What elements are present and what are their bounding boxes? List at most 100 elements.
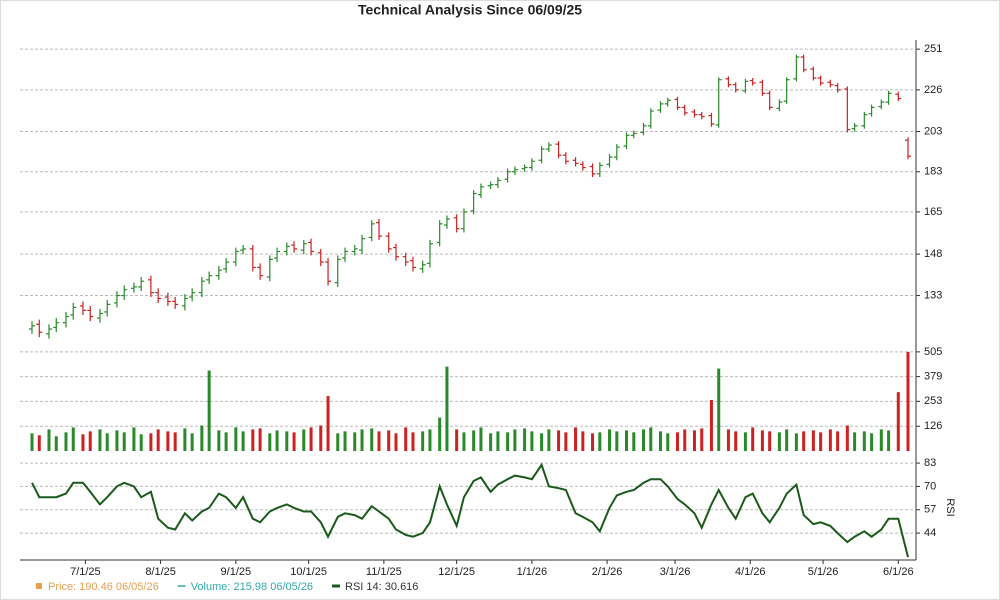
volume-bar [479, 427, 483, 451]
volume-bar [785, 429, 789, 451]
x-tick-label: 1/1/26 [517, 566, 548, 578]
y-tick-label: 183 [924, 166, 942, 178]
volume-bar [455, 429, 459, 451]
volume-bar [836, 431, 840, 451]
volume-bar [258, 428, 262, 451]
volume-bar [853, 432, 857, 451]
volume-bar [489, 433, 493, 451]
rsi-line [31, 462, 909, 558]
volume-bar [105, 433, 109, 451]
y-tick-label: 57 [924, 504, 936, 516]
volume-bar [336, 433, 340, 451]
x-tick-label: 2/1/26 [592, 566, 623, 578]
legend-swatch [36, 583, 42, 589]
volume-bar [598, 432, 602, 451]
y-tick-label: 70 [924, 480, 936, 492]
volume-bar [207, 370, 211, 451]
volume-bar [241, 431, 245, 451]
volume-bar [709, 399, 713, 451]
y-tick-label: 505 [924, 346, 942, 358]
volume-bar [523, 428, 527, 451]
x-tick-label: 11/1/25 [366, 566, 402, 578]
volume-bar [632, 432, 636, 451]
x-tick-label: 6/1/26 [883, 566, 914, 578]
volume-bar [190, 433, 194, 451]
volume-bar [122, 432, 126, 451]
volume-bar [734, 431, 738, 451]
volume-bar [649, 427, 653, 451]
volume-bar [421, 431, 425, 451]
y-axis-label: RSI [944, 498, 956, 516]
volume-bar [173, 432, 177, 451]
volume-bar [343, 431, 347, 451]
volume-bar [845, 425, 849, 451]
volume-bar [200, 425, 204, 451]
volume-bar [438, 417, 442, 451]
y-tick-label: 379 [924, 371, 942, 383]
volume-bar [81, 434, 85, 451]
volume-bar [642, 429, 646, 451]
volume-bar [268, 433, 272, 451]
volume-bar [292, 432, 296, 451]
volume-bar [879, 429, 883, 451]
y-tick-label: 133 [924, 289, 942, 301]
volume-bar [862, 431, 866, 451]
volume-bar [326, 396, 330, 451]
volume-bar [234, 427, 238, 451]
volume-bar [906, 351, 910, 451]
volume-bar [658, 431, 662, 451]
x-tick-label: 4/1/26 [735, 566, 766, 578]
y-tick-label: 44 [924, 527, 936, 539]
volume-bar [828, 429, 832, 451]
volume-bar [183, 428, 187, 451]
volume-bar [462, 432, 466, 451]
volume-bar [802, 431, 806, 451]
chart-title: Technical Analysis Since 06/09/25 [358, 2, 582, 18]
volume-bar [870, 433, 874, 451]
volume-bar [768, 431, 772, 451]
y-tick-label: 251 [924, 43, 942, 55]
volume-bar [530, 431, 534, 451]
x-tick-label: 12/1/25 [438, 566, 475, 578]
volume-bar [411, 432, 415, 451]
volume-bar [547, 429, 551, 451]
volume-bar [760, 430, 764, 451]
volume-bar [751, 427, 755, 451]
volume-bar [394, 433, 398, 451]
volume-bar [591, 433, 595, 451]
volume-bar [777, 432, 781, 451]
volume-bar [700, 428, 704, 451]
volume-bar [132, 427, 136, 451]
volume-bar [156, 429, 160, 451]
x-tick-label: 10/1/25 [290, 566, 327, 578]
y-tick-label: 83 [924, 457, 936, 469]
volume-bar [506, 432, 510, 451]
volume-bar [166, 431, 170, 451]
volume-bar [71, 427, 75, 451]
volume-bar [275, 430, 279, 451]
volume-bar [37, 435, 41, 451]
volume-bar [139, 434, 143, 451]
volume-bar [472, 430, 476, 451]
volume-bar [319, 425, 323, 451]
y-tick-label: 226 [924, 84, 942, 96]
volume-bar [608, 429, 612, 451]
volume-bar [115, 430, 119, 451]
x-tick-label: 3/1/26 [660, 566, 691, 578]
volume-bar [353, 432, 357, 451]
volume-bar [217, 430, 221, 451]
volume-bar [149, 433, 153, 451]
x-tick-label: 9/1/25 [221, 566, 252, 578]
y-tick-label: 148 [924, 248, 942, 260]
volume-bar [625, 430, 629, 451]
volume-bar [370, 428, 374, 451]
volume-bar [717, 368, 721, 451]
volume-bar [896, 392, 900, 451]
volume-bar [581, 431, 585, 451]
volume-bar [540, 433, 544, 451]
volume-bar [675, 432, 679, 451]
volume-bar [64, 432, 68, 451]
volume-bar [302, 429, 306, 451]
